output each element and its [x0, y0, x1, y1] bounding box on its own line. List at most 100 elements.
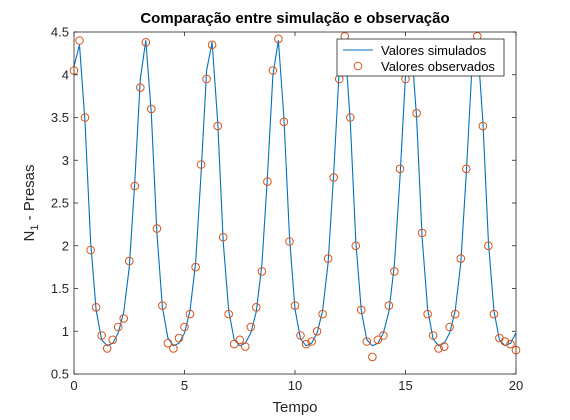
- observed-point: [323, 254, 333, 263]
- observed-point: [163, 338, 173, 348]
- observed-point: [373, 335, 383, 345]
- x-tick-label: 15: [398, 378, 412, 393]
- observed-point: [285, 237, 294, 246]
- observed-point: [412, 108, 421, 118]
- observed-point: [489, 309, 499, 319]
- observed-point: [229, 339, 239, 349]
- observed-point: [218, 232, 228, 242]
- observed-point: [456, 254, 466, 263]
- observed-point: [191, 262, 200, 272]
- legend-label-simulated: Valores simulados: [381, 43, 487, 58]
- y-axis-label-subscript: 1: [29, 225, 41, 231]
- observed-point: [301, 339, 311, 349]
- observed-point: [274, 34, 283, 44]
- observed-point: [263, 177, 272, 186]
- y-tick-label: 4: [62, 67, 69, 82]
- observed-point: [296, 331, 305, 340]
- legend-box: [336, 38, 505, 77]
- observed-point: [506, 339, 515, 349]
- observed-point: [224, 309, 233, 319]
- observed-point: [196, 160, 206, 169]
- observed-point: [130, 181, 140, 191]
- observed-point: [346, 113, 355, 122]
- observed-point: [251, 303, 261, 312]
- x-axis-label: Tempo: [272, 399, 317, 416]
- legend: Valores simulados Valores observados: [336, 38, 505, 77]
- observed-point: [80, 113, 90, 122]
- observed-point: [136, 83, 145, 92]
- observed-point: [434, 344, 443, 353]
- observed-point: [108, 335, 117, 345]
- observed-point: [235, 335, 245, 345]
- observed-point: [417, 228, 427, 238]
- observed-point: [147, 104, 156, 114]
- observed-point: [169, 344, 178, 353]
- observed-point: [395, 164, 405, 174]
- observed-point: [97, 331, 106, 340]
- observed-point: [462, 164, 471, 174]
- y-tick-label: 2.5: [51, 196, 69, 211]
- y-axis-label-rest: - Presas: [21, 165, 38, 225]
- observed-point: [450, 309, 460, 319]
- x-axis: 0 5 10 15 20: [70, 32, 523, 393]
- observed-point: [241, 342, 250, 351]
- observed-point: [202, 74, 211, 84]
- observed-point: [368, 352, 377, 362]
- legend-label-observed: Valores observados: [381, 59, 495, 74]
- observed-point: [290, 301, 300, 310]
- y-tick-label: 3: [62, 153, 69, 168]
- observed-point: [428, 331, 438, 340]
- y-tick-label: 1: [62, 324, 69, 339]
- observed-point: [384, 301, 394, 310]
- axes-background: [74, 32, 516, 374]
- observed-point: [439, 342, 449, 351]
- observed-point: [379, 331, 388, 340]
- observed-point: [318, 309, 327, 319]
- x-tick-label: 5: [181, 378, 188, 393]
- observed-point: [478, 121, 488, 131]
- observed-point: [180, 322, 189, 332]
- observed-point: [91, 303, 101, 312]
- y-tick-label: 3.5: [51, 110, 69, 125]
- observed-point: [329, 173, 339, 182]
- y-tick-label: 1.5: [51, 281, 69, 296]
- observed-point: [246, 322, 256, 332]
- observed-point: [125, 256, 134, 266]
- observed-point: [113, 322, 123, 332]
- observed-point: [257, 267, 267, 276]
- plot-area: 0 5 10 15 20 0.5 1 1.5 2 2.5 3 3.5 4 4.5: [51, 25, 523, 394]
- observed-point: [152, 224, 162, 233]
- y-axis-label-main: N: [21, 231, 38, 242]
- y-axis-label: N1 - Presas: [21, 165, 41, 242]
- observed-point: [390, 267, 399, 276]
- y-tick-label: 2: [62, 238, 69, 253]
- observed-point: [362, 337, 372, 346]
- x-tick-label: 20: [509, 378, 523, 393]
- observed-point: [268, 66, 278, 75]
- observed-point: [75, 36, 84, 45]
- observed-point: [207, 40, 217, 50]
- observed-point: [174, 333, 184, 343]
- y-tick-label: 4.5: [51, 25, 69, 40]
- observed-point: [423, 309, 432, 319]
- chart-title: Comparação entre simulação e observação: [140, 10, 449, 27]
- observed-point: [500, 337, 510, 346]
- x-tick-label: 0: [70, 378, 77, 393]
- legend-marker-swatch: [353, 61, 363, 71]
- observed-point: [86, 245, 95, 255]
- observed-point: [312, 327, 322, 336]
- y-axis: 0.5 1 1.5 2 2.5 3 3.5 4 4.5: [51, 25, 516, 382]
- observed-point: [351, 241, 361, 251]
- observed-point: [141, 38, 151, 47]
- observed-point: [119, 314, 128, 323]
- observed-point: [102, 344, 112, 353]
- observed-point: [158, 301, 167, 310]
- observed-point: [357, 305, 366, 315]
- observed-point: [484, 241, 493, 251]
- y-tick-label: 0.5: [51, 367, 69, 382]
- x-tick-label: 10: [288, 378, 302, 393]
- observed-point: [213, 121, 222, 131]
- observed-point: [279, 117, 289, 127]
- observed-point: [445, 322, 455, 332]
